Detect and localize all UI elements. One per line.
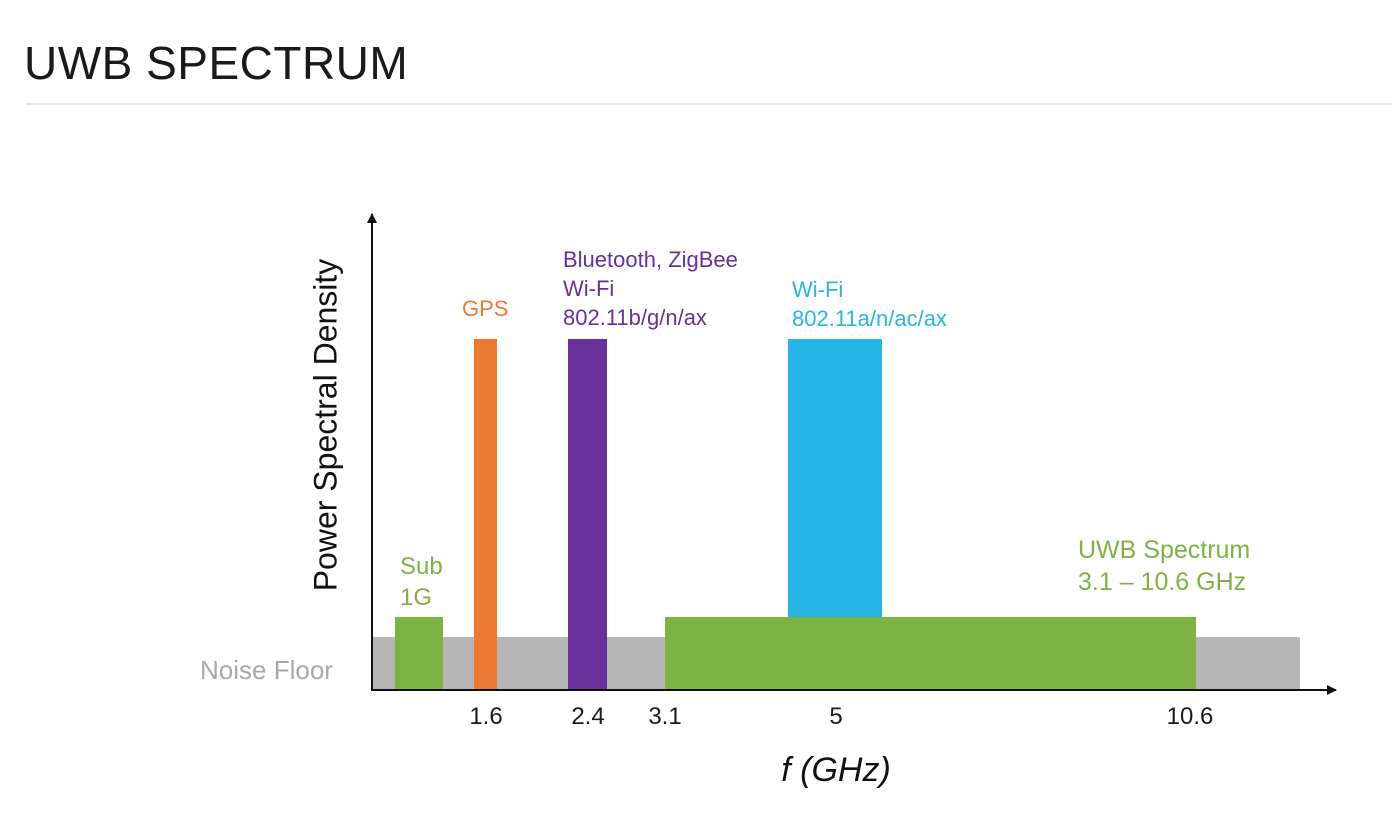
x-tick-5: 5 [829,703,843,730]
uwb-band [665,617,1196,690]
bluetooth-band [568,339,607,690]
gps-label: GPS [462,296,509,321]
gps-band [474,339,497,690]
y-axis-label: Power Spectral Density [307,258,344,592]
sub1g-band [395,617,443,690]
x-tick-1-6: 1.6 [469,703,503,730]
wifi5-label-line2: 802.11a/n/ac/ax [792,306,947,331]
wifi5-band [788,339,882,619]
title-divider [26,103,1392,105]
page-title: UWB SPECTRUM [24,37,409,89]
uwb-label-line1: UWB Spectrum [1078,536,1251,564]
bluetooth-label-line2: Wi-Fi [563,276,615,301]
sub1g-label: Sub 1G [400,551,443,613]
bluetooth-label-line1: Bluetooth, ZigBee [563,247,738,272]
wifi5-label-line1: Wi-Fi [792,277,844,302]
noise-floor-label: Noise Floor [200,655,333,685]
x-axis-label: f (GHz) [781,751,891,789]
x-tick-3-1: 3.1 [648,703,682,730]
uwb-label-line2: 3.1 – 10.6 GHz [1078,568,1247,596]
sub1g-label-line1: Sub [400,553,443,580]
x-tick-2-4: 2.4 [571,703,605,730]
sub1g-label-line2: 1G [400,584,433,611]
bluetooth-label: Bluetooth, ZigBee Wi-Fi 802.11b/g/n/ax [563,245,738,332]
x-tick-10-6: 10.6 [1166,703,1214,730]
wifi5-label: Wi-Fi 802.11a/n/ac/ax [792,275,947,333]
uwb-label: UWB Spectrum 3.1 – 10.6 GHz [1078,534,1250,598]
bluetooth-label-line3: 802.11b/g/n/ax [563,305,707,330]
